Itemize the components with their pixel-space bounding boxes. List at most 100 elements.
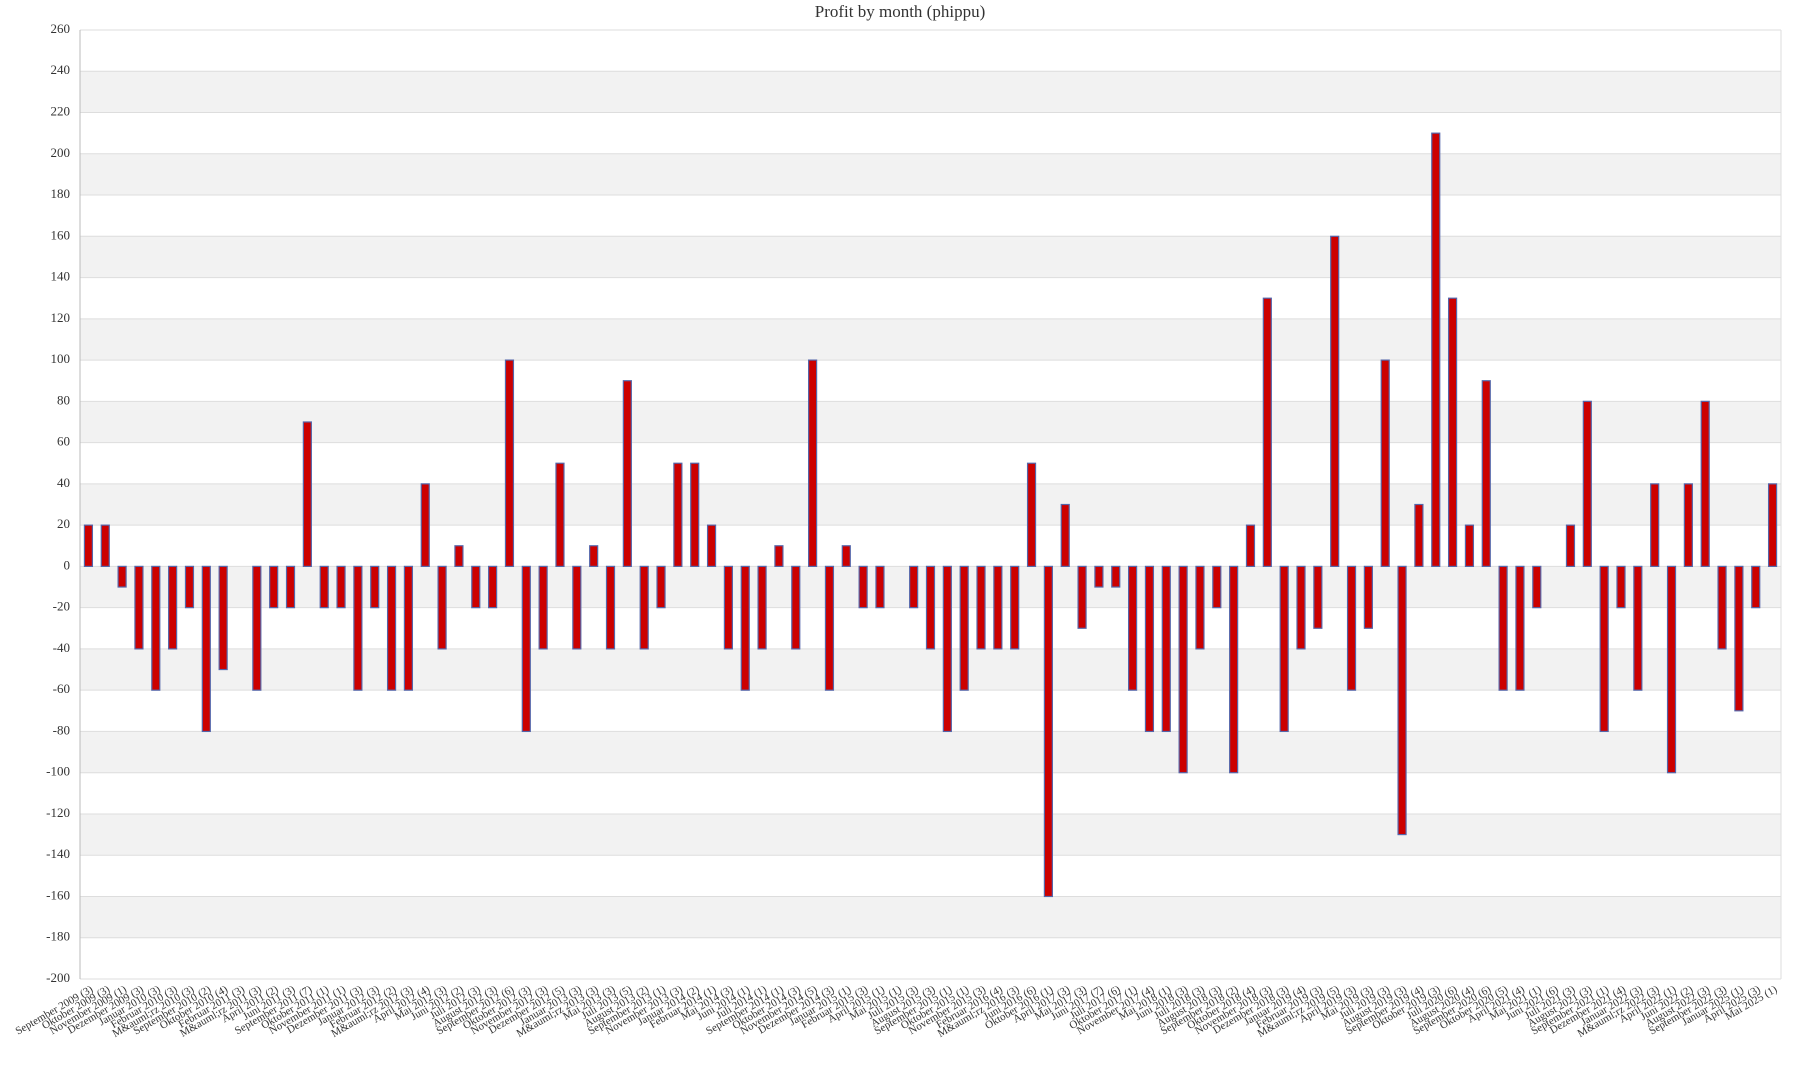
bar [1565, 524, 1576, 567]
bar [1414, 503, 1424, 567]
grid-band [80, 648, 1781, 691]
y-tick-label: 40 [57, 475, 70, 490]
bar [454, 545, 464, 567]
bar [841, 545, 851, 567]
y-tick-label: 100 [51, 351, 71, 366]
bar [1330, 235, 1340, 567]
grid-band [80, 153, 1781, 196]
bar [83, 524, 94, 567]
bar [1212, 565, 1222, 609]
bar [1447, 297, 1458, 567]
y-tick-label: -80 [53, 722, 70, 737]
bar [673, 462, 683, 567]
bar [774, 545, 784, 567]
bar [1363, 565, 1373, 629]
bar [1346, 565, 1357, 691]
bar [285, 565, 296, 609]
bar [521, 565, 531, 733]
bar [471, 565, 481, 609]
y-tick-label: -180 [46, 929, 70, 944]
bar [336, 565, 346, 609]
y-tick-label: -140 [46, 846, 70, 861]
chart-title: Profit by month (phippu) [815, 2, 985, 21]
y-tick-label: 0 [64, 557, 71, 572]
bar [538, 565, 548, 650]
grid-band [80, 71, 1781, 113]
bar [1498, 565, 1508, 691]
bar [555, 462, 565, 567]
bar [1127, 565, 1138, 691]
bar [1650, 483, 1660, 567]
bar [100, 524, 110, 567]
bar [740, 565, 750, 691]
bar [1666, 565, 1677, 774]
bar [942, 565, 952, 733]
bar [420, 483, 430, 567]
bar [589, 545, 599, 567]
bar [168, 565, 178, 650]
bar [808, 359, 818, 567]
bar [184, 565, 195, 609]
bar [909, 565, 919, 609]
y-tick-label: 200 [51, 145, 71, 160]
bar [690, 462, 700, 567]
bar [403, 565, 414, 691]
bar [1464, 524, 1475, 567]
y-tick-label: 120 [51, 310, 71, 325]
bar [1094, 565, 1104, 588]
grid-band [80, 896, 1781, 938]
bar [639, 565, 649, 650]
bar [656, 565, 666, 609]
bar [959, 565, 969, 691]
bar [1599, 565, 1609, 733]
bar [1683, 483, 1693, 567]
bar [252, 565, 262, 691]
bar [319, 565, 329, 609]
bar [1700, 400, 1710, 567]
bar [1633, 565, 1643, 691]
bar [302, 421, 312, 567]
grid-band [80, 813, 1781, 856]
bar [1313, 565, 1323, 629]
y-tick-label: 140 [51, 269, 71, 284]
y-tick-label: 60 [57, 434, 70, 449]
bar [1262, 297, 1272, 567]
bar [488, 565, 498, 609]
bar [976, 565, 986, 650]
bar [504, 359, 515, 567]
y-tick-label: 160 [51, 227, 71, 242]
bar [370, 565, 380, 609]
grid-band [80, 318, 1781, 361]
bar [386, 565, 397, 691]
bar [622, 380, 632, 567]
bar [1026, 462, 1037, 567]
y-tick-label: 220 [51, 104, 71, 119]
bar [1481, 380, 1491, 567]
bar [1431, 132, 1441, 567]
y-tick-label: -40 [53, 640, 70, 655]
bar [723, 565, 734, 650]
bar [201, 565, 211, 733]
bar [706, 524, 717, 567]
bar [1195, 565, 1205, 650]
grid-band [80, 236, 1781, 278]
bar [1111, 565, 1121, 588]
bar [993, 565, 1003, 650]
y-tick-label: -120 [46, 805, 70, 820]
bar [1515, 565, 1525, 691]
bar [269, 565, 279, 609]
bar [605, 565, 616, 650]
bar [1380, 359, 1390, 567]
bar [1010, 565, 1020, 650]
bar [1144, 565, 1155, 733]
y-tick-label: 20 [57, 516, 70, 531]
y-tick-label: -160 [46, 887, 70, 902]
bar [437, 565, 447, 650]
bar [1043, 565, 1053, 898]
y-tick-label: 80 [57, 392, 70, 407]
bar [791, 565, 801, 650]
bar [1397, 565, 1407, 836]
bar [1616, 565, 1626, 609]
bar [1734, 565, 1744, 712]
